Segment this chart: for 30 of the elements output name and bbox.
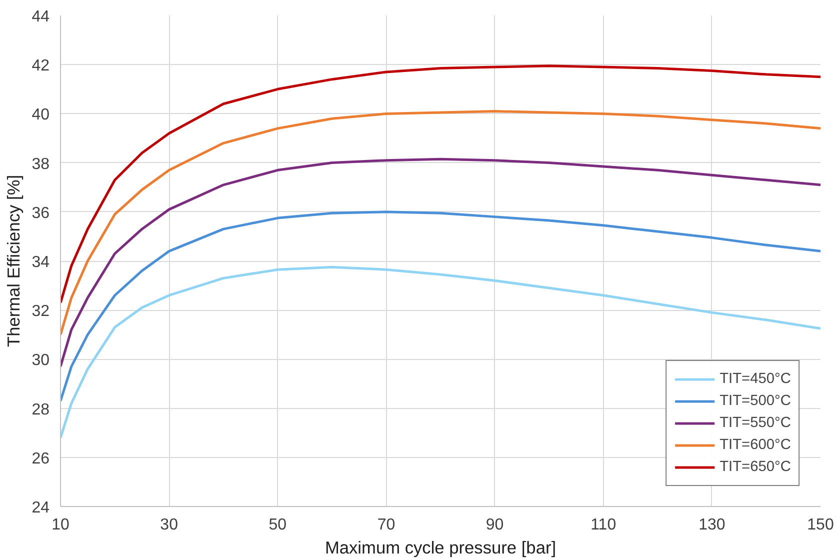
x-tick-label: 90 bbox=[486, 516, 504, 534]
legend-label: TIT=650°C bbox=[720, 459, 791, 475]
y-tick-label: 28 bbox=[32, 401, 50, 418]
x-tick-label: 50 bbox=[268, 516, 287, 534]
x-tick-label: 30 bbox=[160, 516, 178, 534]
y-tick-label: 44 bbox=[32, 8, 50, 26]
legend-label: TIT=550°C bbox=[720, 415, 791, 431]
y-tick-label: 26 bbox=[32, 450, 50, 468]
y-tick-label: 32 bbox=[32, 303, 50, 320]
y-tick-label: 40 bbox=[32, 106, 50, 124]
line-series bbox=[60, 266, 820, 440]
x-axis-title: Maximum cycle pressure [bar] bbox=[324, 538, 556, 558]
line-series bbox=[60, 158, 820, 368]
legend-label: TIT=600°C bbox=[720, 437, 791, 453]
x-tick-label: 70 bbox=[377, 516, 396, 534]
x-tick-label: 150 bbox=[807, 516, 834, 534]
legend-label: TIT=500°C bbox=[720, 393, 791, 409]
x-tick-label: 110 bbox=[590, 516, 616, 534]
legend-label: TIT=450°C bbox=[720, 371, 791, 387]
x-tick-label: 130 bbox=[698, 516, 726, 534]
x-tick-label: 10 bbox=[52, 516, 70, 534]
y-tick-label: 36 bbox=[32, 204, 50, 222]
y-tick-label: 34 bbox=[32, 254, 50, 271]
y-tick-label: 42 bbox=[32, 58, 50, 75]
y-tick-label: 38 bbox=[32, 156, 50, 173]
y-axis-title: Thermal Efficiency [%] bbox=[4, 174, 24, 348]
y-tick-label: 24 bbox=[32, 500, 50, 516]
line-series bbox=[60, 64, 820, 304]
y-tick-label: 30 bbox=[32, 352, 50, 370]
line-series bbox=[60, 110, 820, 336]
